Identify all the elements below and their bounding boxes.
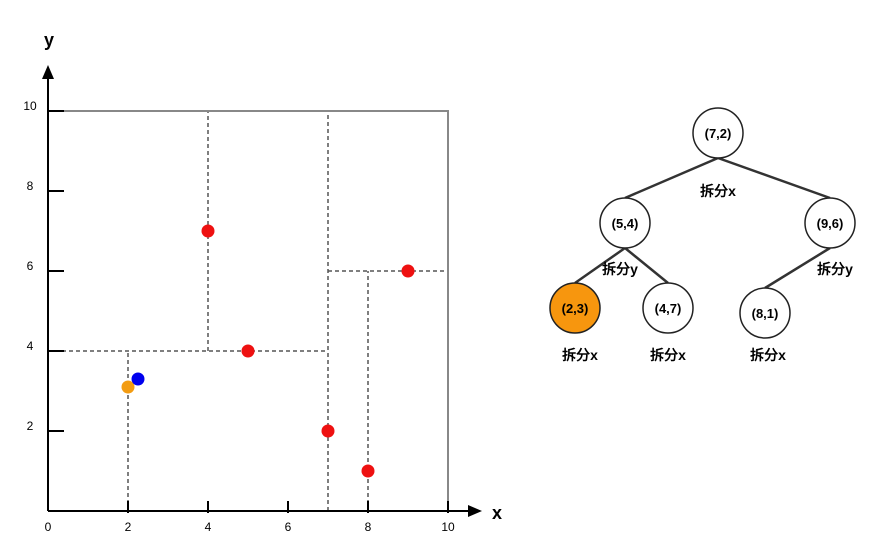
- split-label: 拆分y: [817, 261, 853, 277]
- data-point: [121, 380, 135, 394]
- tree-node: (7,2): [692, 107, 744, 159]
- data-point: [201, 224, 215, 238]
- x-tick-label: 10: [441, 520, 455, 534]
- tree-node: (2,3): [549, 282, 601, 334]
- x-ticks: 0 2 4 6 8 10: [45, 501, 455, 534]
- plot-area: 0 2 4 6 8 10 2 4 6 8 10 x y: [23, 30, 502, 534]
- partition-lines: [48, 111, 448, 511]
- tree-node-circle: [642, 282, 694, 334]
- tree-nodes: (7,2) (5,4) (9,6) (2,3) (4,7) (8,1): [549, 107, 856, 339]
- tree-node-circle: [599, 197, 651, 249]
- tree-node-label: (9,6): [817, 216, 844, 231]
- tree-node-circle: [692, 107, 744, 159]
- y-tick-label: 2: [27, 419, 34, 433]
- y-tick-label: 8: [27, 179, 34, 193]
- x-tick-label: 0: [45, 520, 52, 534]
- split-label: 拆分x: [750, 347, 786, 363]
- tree-node: (8,1): [739, 287, 791, 339]
- split-label: 拆分x: [700, 183, 736, 199]
- x-tick-label: 2: [125, 520, 132, 534]
- data-point: [321, 424, 335, 438]
- tree-edge: [624, 156, 719, 200]
- tree-node: (9,6): [804, 197, 856, 249]
- split-label: 拆分x: [562, 347, 598, 363]
- tree-edge: [624, 247, 669, 284]
- data-point: [131, 372, 145, 386]
- tree-node-label: (5,4): [612, 216, 639, 231]
- tree-edge: [764, 246, 831, 290]
- split-label: 拆分x: [650, 347, 686, 363]
- tree-node-circle: [739, 287, 791, 339]
- split-label: 拆分y: [602, 261, 638, 277]
- tree-edges: [574, 156, 831, 290]
- data-points: [121, 224, 415, 478]
- x-axis-arrow-icon: [468, 505, 482, 517]
- x-tick-label: 8: [365, 520, 372, 534]
- tree-edge: [717, 156, 831, 200]
- x-tick-label: 6: [285, 520, 292, 534]
- y-ticks: 2 4 6 8 10: [23, 99, 64, 433]
- tree-node-circle: [804, 197, 856, 249]
- y-axis-arrow-icon: [42, 65, 54, 79]
- tree-node-label: (7,2): [705, 126, 732, 141]
- tree-edge: [574, 246, 626, 285]
- y-tick-label: 10: [23, 99, 37, 113]
- data-point: [361, 464, 375, 478]
- tree-node: (4,7): [642, 282, 694, 334]
- tree-node-label: (8,1): [752, 306, 779, 321]
- boundary-line: [48, 110, 449, 511]
- data-point: [401, 264, 415, 278]
- y-tick-label: 4: [27, 339, 34, 353]
- tree-node: (5,4): [599, 197, 651, 249]
- tree-node-circle: [549, 282, 601, 334]
- tree-split-labels: 拆分x 拆分y 拆分y 拆分x 拆分x 拆分x: [562, 183, 853, 363]
- plot-boundary: [48, 110, 449, 511]
- tree-node-label: (4,7): [655, 301, 682, 316]
- kd-tree: (7,2) (5,4) (9,6) (2,3) (4,7) (8,1) 拆分x 拆分y 拆分y…: [549, 107, 856, 363]
- y-axis-label: y: [44, 30, 54, 50]
- data-point: [241, 344, 255, 358]
- x-tick-label: 4: [205, 520, 212, 534]
- tree-node-label: (2,3): [562, 301, 589, 316]
- y-tick-label: 6: [27, 259, 34, 273]
- x-axis-label: x: [492, 503, 502, 523]
